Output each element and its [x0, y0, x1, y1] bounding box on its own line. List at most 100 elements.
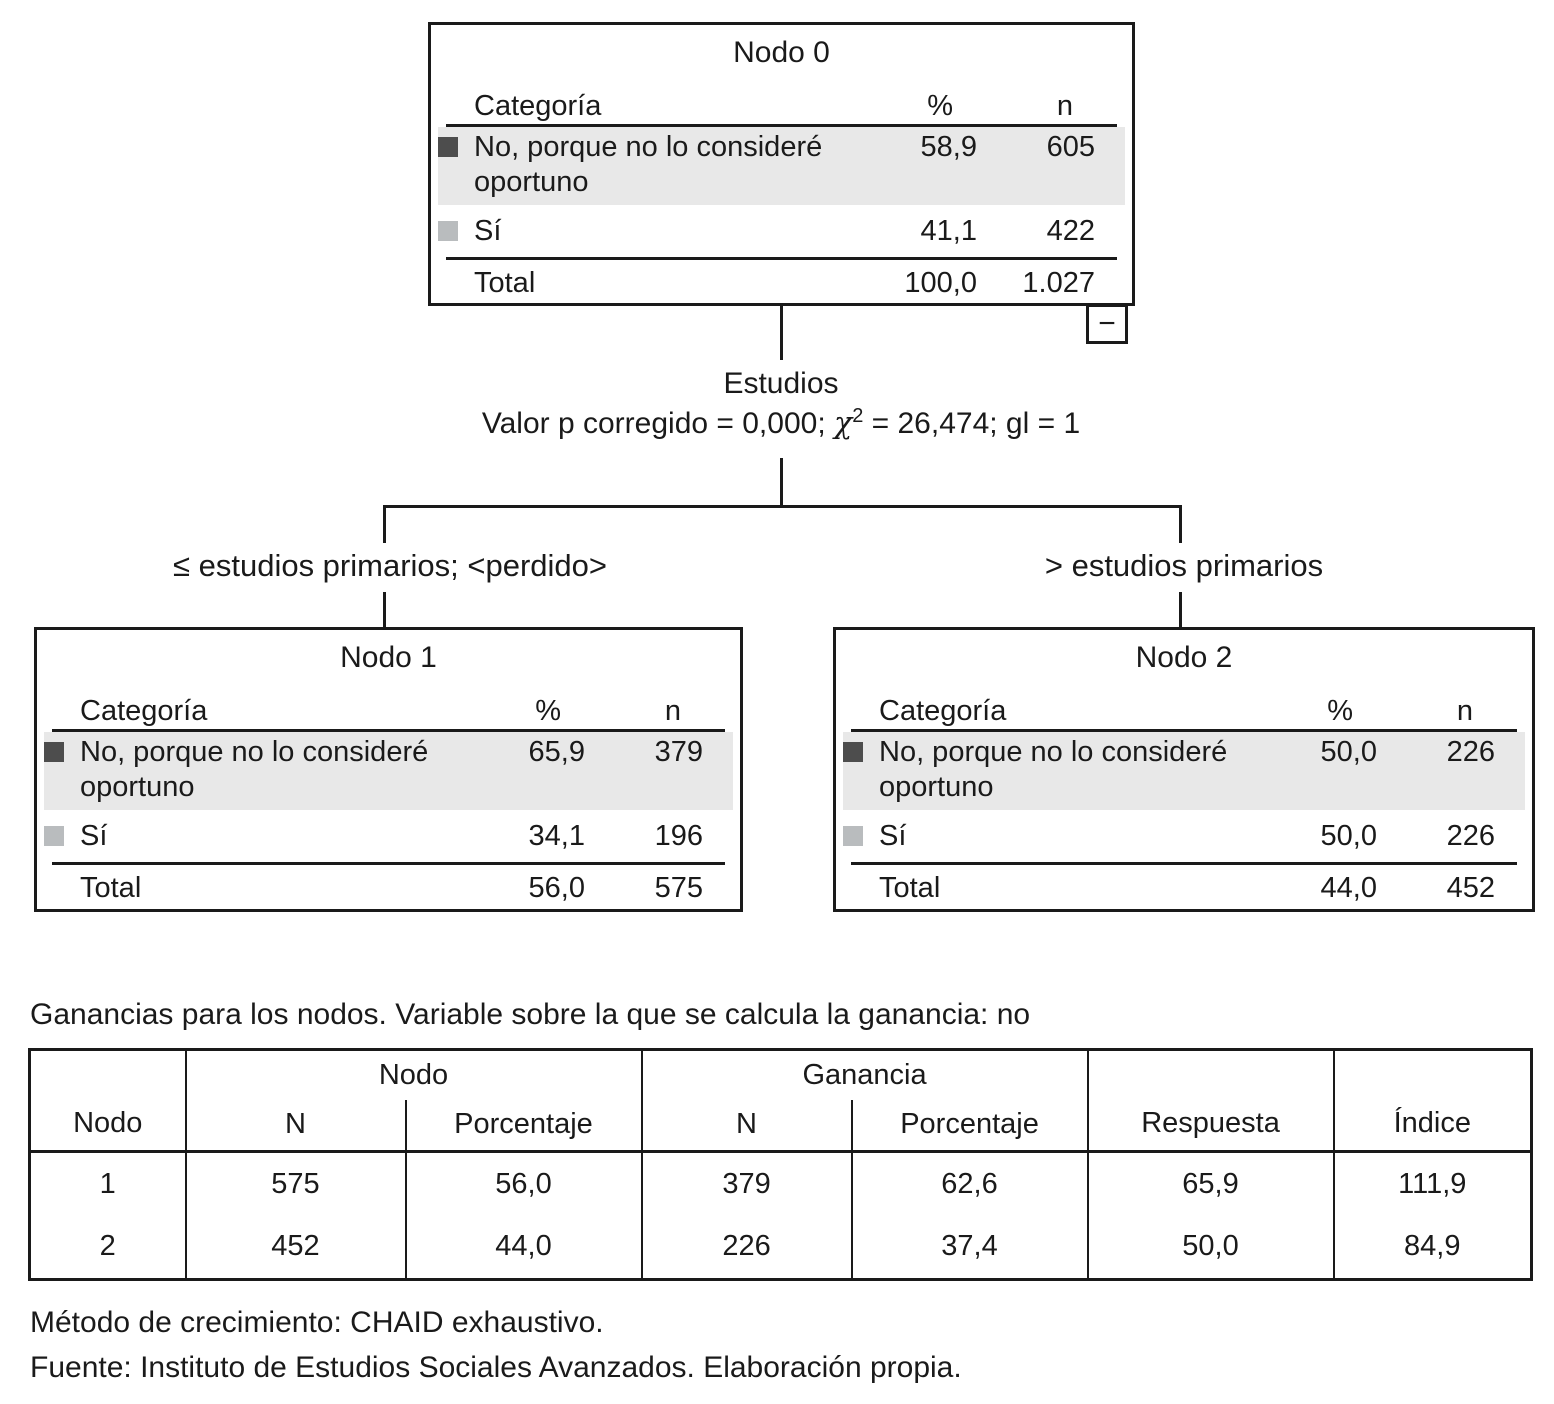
node-0-total-row: Total 100,0 1.027: [438, 260, 1125, 306]
percent-value: 50,0: [1320, 736, 1377, 768]
n-value: 226: [1446, 736, 1495, 768]
category-label: No, porque no lo consideré oportuno: [474, 131, 823, 198]
category-label: Sí: [879, 819, 907, 852]
category-header: Categoría: [474, 90, 602, 122]
n-value: 422: [1046, 214, 1095, 247]
node-0-row-si: Sí 41,1 422: [438, 205, 1125, 257]
cell-node: 2: [99, 1230, 116, 1263]
category-label: Sí: [80, 819, 108, 852]
cell-respuesta: 65,9: [1086, 1150, 1334, 1216]
growth-method-note: Método de crecimiento: CHAID exhaustivo.: [30, 1306, 604, 1339]
cell-gain-n: 226: [640, 1215, 852, 1280]
gains-group-gain-header: Ganancia: [640, 1049, 1088, 1100]
header-divider: [52, 729, 725, 732]
tree-connector: [780, 306, 783, 360]
cell-node: 1: [29, 1150, 186, 1216]
percent-value: 50,0: [1320, 819, 1377, 852]
n-header: n: [664, 695, 681, 727]
total-label: Total: [80, 871, 142, 904]
total-n-value: 575: [654, 871, 703, 904]
category-no-marker-icon: [843, 742, 863, 762]
node-0-header-row: Categoría % n: [438, 84, 1125, 124]
cell-respuesta: 50,0: [1086, 1215, 1334, 1280]
total-divider: [446, 257, 1117, 260]
total-n-value: 1.027: [1022, 266, 1095, 299]
node-1-header-row: Categoría % n: [44, 689, 733, 729]
gains-node-pct-header: Porcentaje: [404, 1099, 642, 1152]
percent-value: 34,1: [528, 819, 585, 852]
node-2-total-row: Total 44,0 452: [843, 865, 1525, 911]
split-statistic: Valor p corregido = 0,000; χ2 = 26,474; …: [481, 405, 1081, 441]
cell-gain-pct: 37,4: [850, 1215, 1088, 1280]
category-label: No, porque no lo consideré oportuno: [80, 736, 429, 803]
gains-table: Nodo Nodo Ganancia Respuesta Índice N Po…: [28, 1048, 1534, 1281]
tree-connector: [1179, 592, 1182, 627]
tree-connector: [383, 505, 386, 543]
split-variable: Estudios: [723, 367, 839, 400]
total-label: Total: [879, 871, 941, 904]
gains-indice-header: Índice: [1332, 1049, 1532, 1152]
collapse-node-button[interactable]: −: [1086, 304, 1128, 344]
n-value: 379: [654, 736, 703, 768]
total-divider: [851, 862, 1517, 865]
tree-connector: [1179, 505, 1182, 543]
cell-node-pct: 44,0: [404, 1215, 642, 1280]
node-1-row-no: No, porque no lo consideré oportuno 65,9…: [44, 732, 733, 810]
percent-header: %: [535, 695, 561, 727]
branch-condition-right: > estudios primarios: [1044, 548, 1324, 583]
cell-gain-pct: 62,6: [850, 1150, 1088, 1216]
gains-row-2: 2 452 44,0 226 37,4 50,0 84,9: [30, 1215, 1532, 1280]
gains-table-title: Ganancias para los nodos. Variable sobre…: [30, 998, 1031, 1031]
total-percent-value: 44,0: [1320, 871, 1377, 904]
split-annotation: Estudios Valor p corregido = 0,000; χ2 =…: [301, 364, 1261, 444]
cell-gain-n: 379: [640, 1150, 852, 1216]
category-no-marker-icon: [438, 137, 458, 157]
total-percent-value: 56,0: [528, 871, 585, 904]
gains-node-n-header: N: [184, 1099, 406, 1152]
gains-corner-header: Nodo: [73, 1107, 143, 1139]
cell-node-n: 452: [184, 1215, 406, 1280]
tree-node-2: Nodo 2 Categoría % n No, porque no lo co…: [833, 627, 1535, 912]
percent-value: 41,1: [920, 214, 977, 247]
node-1-row-si: Sí 34,1 196: [44, 810, 733, 862]
total-n-value: 452: [1446, 871, 1495, 904]
n-value: 226: [1446, 819, 1495, 852]
cell-indice: 84,9: [1332, 1215, 1532, 1280]
node-2-title: Nodo 2: [1135, 641, 1233, 674]
node-0-row-no: No, porque no lo consideré oportuno 58,9…: [438, 127, 1125, 205]
gains-respuesta-header: Respuesta: [1086, 1049, 1334, 1152]
category-label: Sí: [474, 214, 502, 247]
gains-group-node-header: Nodo: [184, 1049, 642, 1100]
percent-header: %: [927, 90, 953, 122]
minus-icon: −: [1098, 307, 1116, 340]
node-2-row-si: Sí 50,0 226: [843, 810, 1525, 862]
tree-node-0: Nodo 0 Categoría % n No, porque no lo co…: [428, 22, 1135, 306]
percent-header: %: [1327, 695, 1353, 727]
gains-gain-pct-header: Porcentaje: [850, 1099, 1088, 1152]
percent-value: 65,9: [528, 736, 585, 768]
chi-symbol: χ: [834, 406, 853, 441]
tree-node-1: Nodo 1 Categoría % n No, porque no lo co…: [34, 627, 743, 912]
category-header: Categoría: [80, 695, 208, 727]
category-si-marker-icon: [438, 221, 458, 241]
node-1-title: Nodo 1: [340, 641, 437, 674]
node-2-row-no: No, porque no lo consideré oportuno 50,0…: [843, 732, 1525, 810]
total-divider: [52, 862, 725, 865]
node-0-title: Nodo 0: [733, 36, 830, 69]
branch-condition-left: ≤ estudios primarios; <perdido>: [172, 548, 607, 583]
gains-gain-n-header: N: [640, 1099, 852, 1152]
n-value: 196: [654, 819, 703, 852]
total-percent-value: 100,0: [904, 266, 977, 299]
tree-connector: [383, 505, 1182, 508]
node-1-total-row: Total 56,0 575: [44, 865, 733, 911]
n-value: 605: [1046, 131, 1095, 163]
figure-footnotes: Método de crecimiento: CHAID exhaustivo.…: [30, 1300, 962, 1390]
tree-connector: [383, 592, 386, 627]
category-label: No, porque no lo consideré oportuno: [879, 736, 1228, 803]
header-divider: [851, 729, 1517, 732]
n-header: n: [1056, 90, 1073, 122]
gains-row-1: 1 575 56,0 379 62,6 65,9 111,9: [29, 1150, 1532, 1216]
category-header: Categoría: [879, 695, 1007, 727]
category-si-marker-icon: [44, 826, 64, 846]
